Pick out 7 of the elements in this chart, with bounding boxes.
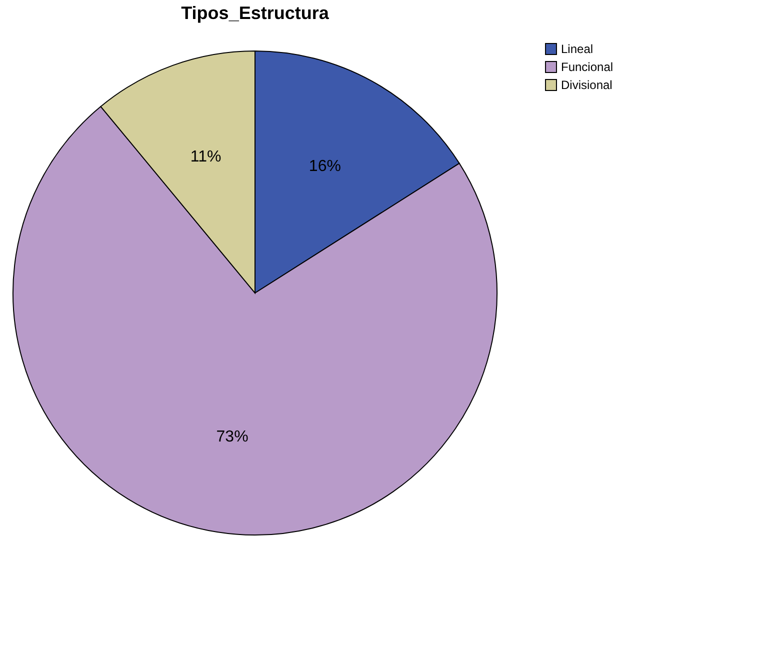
data-label: 73% <box>216 428 248 446</box>
legend-label: Funcional <box>561 60 614 74</box>
legend-label: Lineal <box>561 42 594 56</box>
chart-title: Tipos_Estructura <box>181 3 330 23</box>
data-label: 11% <box>190 148 222 166</box>
data-label: 16% <box>308 158 341 175</box>
legend-label: Divisional <box>561 78 612 92</box>
